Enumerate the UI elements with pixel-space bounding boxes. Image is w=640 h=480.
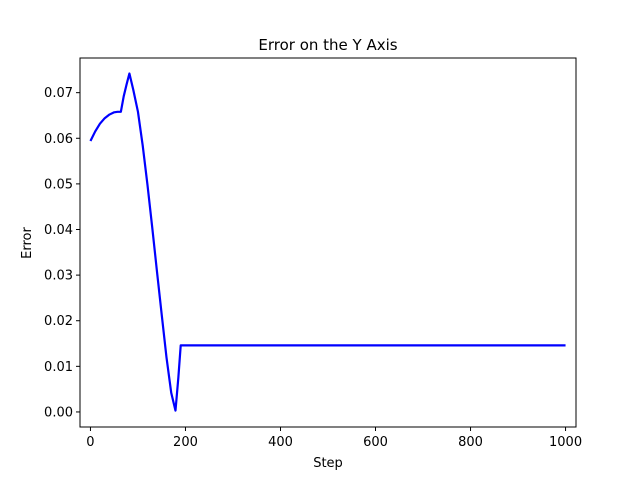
x-tick-label: 400 bbox=[268, 435, 293, 450]
chart-title: Error on the Y Axis bbox=[258, 36, 397, 54]
plot-area bbox=[89, 72, 566, 412]
x-tick-label: 600 bbox=[363, 435, 388, 450]
x-tick-label: 1000 bbox=[549, 435, 582, 450]
y-tick-label: 0.02 bbox=[44, 314, 73, 329]
y-tick-label: 0.00 bbox=[44, 405, 73, 420]
series-line bbox=[89, 72, 566, 412]
x-tick-label: 200 bbox=[173, 435, 198, 450]
y-tick-label: 0.01 bbox=[44, 360, 73, 375]
y-tick-label: 0.07 bbox=[44, 86, 73, 101]
y-tick-label: 0.03 bbox=[44, 269, 73, 284]
y-axis: 0.00 0.01 0.02 0.03 0.04 0.05 0.06 0.07 bbox=[44, 86, 80, 420]
y-tick-label: 0.04 bbox=[44, 223, 73, 238]
y-axis-title: Error bbox=[20, 227, 35, 259]
x-tick-label: 0 bbox=[86, 435, 94, 450]
x-axis-title: Step bbox=[313, 456, 343, 471]
x-tick-label: 800 bbox=[458, 435, 483, 450]
x-axis: 0 200 400 600 800 1000 bbox=[86, 427, 582, 450]
y-tick-label: 0.05 bbox=[44, 177, 73, 192]
plot-frame bbox=[79, 57, 577, 428]
y-tick-label: 0.06 bbox=[44, 132, 73, 147]
